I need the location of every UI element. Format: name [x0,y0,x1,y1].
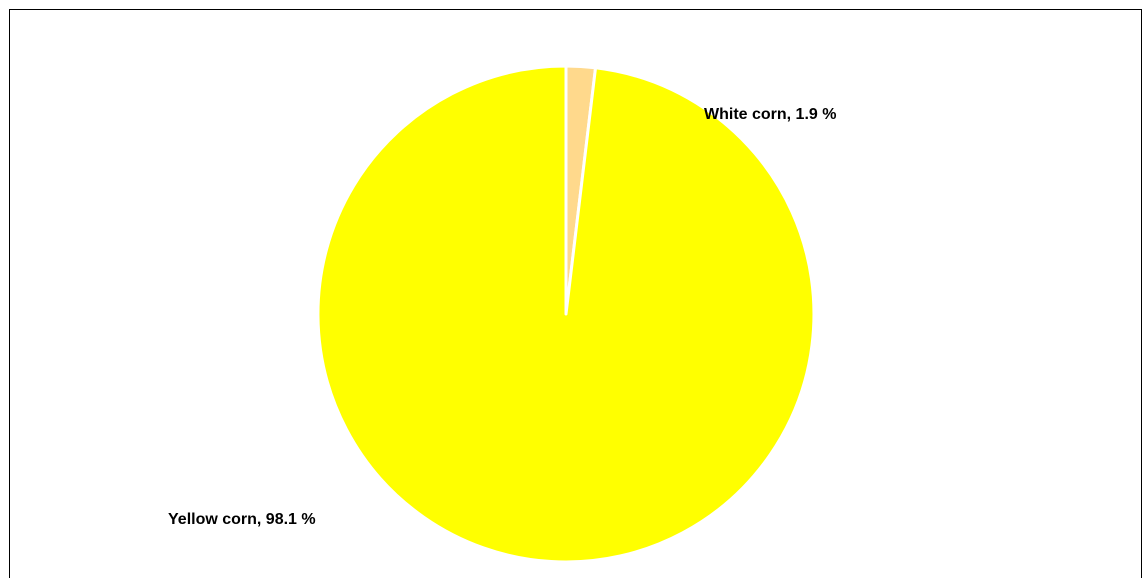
pie-slice-yellow-corn [316,64,816,564]
slice-label-yellow-corn: Yellow corn, 98.1 % [168,511,316,528]
slice-label-white-corn: White corn, 1.9 % [704,106,836,123]
pie-slices [316,64,816,564]
slice-labels: White corn, 1.9 % Yellow corn, 98.1 % [168,106,836,528]
